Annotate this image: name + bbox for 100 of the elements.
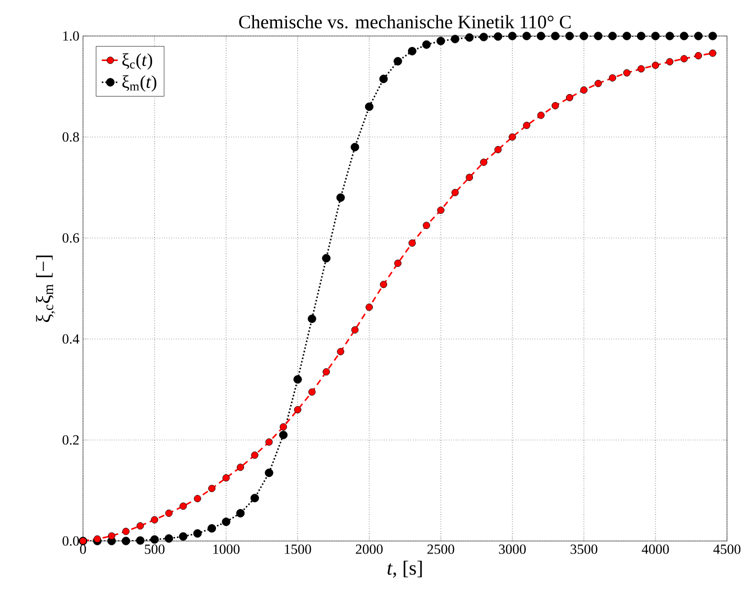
x-tick-label: 4500 xyxy=(713,544,740,554)
point xyxy=(222,518,230,526)
point xyxy=(265,438,273,446)
point xyxy=(322,254,331,262)
y-tick-label: 0.6 xyxy=(62,233,80,243)
point xyxy=(608,74,616,82)
point xyxy=(193,529,202,538)
point xyxy=(280,423,287,431)
point xyxy=(566,94,574,102)
y-tick-label: 1.0 xyxy=(63,31,79,41)
point xyxy=(394,57,402,66)
point xyxy=(308,388,316,396)
point xyxy=(479,32,488,42)
point xyxy=(408,46,416,56)
point xyxy=(451,188,459,196)
point xyxy=(366,304,373,311)
point xyxy=(523,122,530,130)
point xyxy=(437,206,444,214)
chart-title: Chemische vs. mechanische Kinetik 110° C xyxy=(239,15,571,28)
point xyxy=(194,494,202,502)
y-tick-label: 0.4 xyxy=(62,334,80,344)
point xyxy=(666,32,674,40)
point xyxy=(580,32,588,40)
point xyxy=(208,484,216,492)
point xyxy=(651,32,660,40)
x-tick-label: 500 xyxy=(144,544,164,554)
point xyxy=(222,474,230,482)
point xyxy=(380,280,388,288)
point xyxy=(322,368,330,376)
point xyxy=(350,142,360,152)
point xyxy=(652,62,660,69)
y-tick-label: 0.8 xyxy=(62,132,79,142)
point xyxy=(537,112,545,119)
point xyxy=(122,528,130,536)
point xyxy=(308,314,316,324)
y-axis-title: ξ$_{,c}$ξ$_{m}$ [−] xyxy=(36,256,56,322)
point xyxy=(136,522,144,530)
point xyxy=(594,32,602,40)
point xyxy=(150,516,158,524)
point xyxy=(450,34,460,44)
point xyxy=(136,536,144,545)
point xyxy=(580,86,588,94)
point xyxy=(465,33,474,42)
point xyxy=(480,158,488,166)
x-axis-title: t, [s] xyxy=(388,560,422,578)
point xyxy=(551,32,560,40)
x-tick-label: 1500 xyxy=(284,544,312,554)
point xyxy=(379,74,388,84)
point xyxy=(623,69,630,76)
point xyxy=(680,32,688,40)
x-tick-label: 2000 xyxy=(356,544,383,554)
point xyxy=(351,326,359,334)
x-tick-label: 2500 xyxy=(427,544,454,554)
x-tick-label: 4000 xyxy=(642,544,669,554)
y-tick-label: 0.2 xyxy=(62,435,79,445)
point xyxy=(594,80,602,88)
point xyxy=(336,193,345,202)
point xyxy=(522,32,531,40)
legend-label: ξ$_{m}$(t) xyxy=(122,75,156,92)
point xyxy=(408,239,416,247)
point xyxy=(94,535,101,543)
point xyxy=(394,260,402,267)
point xyxy=(422,222,430,230)
point xyxy=(108,532,116,540)
point xyxy=(236,508,245,518)
point xyxy=(293,375,302,384)
point xyxy=(494,146,502,154)
point xyxy=(122,536,130,546)
point xyxy=(236,464,244,471)
point xyxy=(494,32,502,41)
legend-label: ξ$_{c}$(t) xyxy=(122,53,152,70)
point xyxy=(536,32,546,40)
point xyxy=(680,55,688,62)
point xyxy=(294,406,302,414)
point xyxy=(150,535,159,544)
point xyxy=(364,102,374,111)
point xyxy=(636,32,646,40)
point xyxy=(694,52,702,60)
x-tick-label: 3500 xyxy=(570,544,598,554)
point xyxy=(552,102,559,110)
point xyxy=(508,32,517,40)
point xyxy=(250,494,259,502)
y-tick-label: 0.0 xyxy=(62,536,79,546)
x-tick-label: 0 xyxy=(80,544,86,554)
x-tick-label: 3000 xyxy=(499,544,526,554)
point xyxy=(565,32,574,40)
x-tick-label: 1000 xyxy=(213,544,240,554)
point xyxy=(251,452,258,459)
point xyxy=(279,430,288,440)
point xyxy=(508,133,516,141)
point xyxy=(622,32,632,40)
point xyxy=(165,510,173,517)
point xyxy=(178,532,188,541)
point xyxy=(466,174,474,182)
point xyxy=(708,32,717,40)
point xyxy=(164,534,174,543)
point xyxy=(180,502,187,510)
point xyxy=(208,524,216,533)
point xyxy=(264,468,274,478)
point xyxy=(436,36,446,46)
